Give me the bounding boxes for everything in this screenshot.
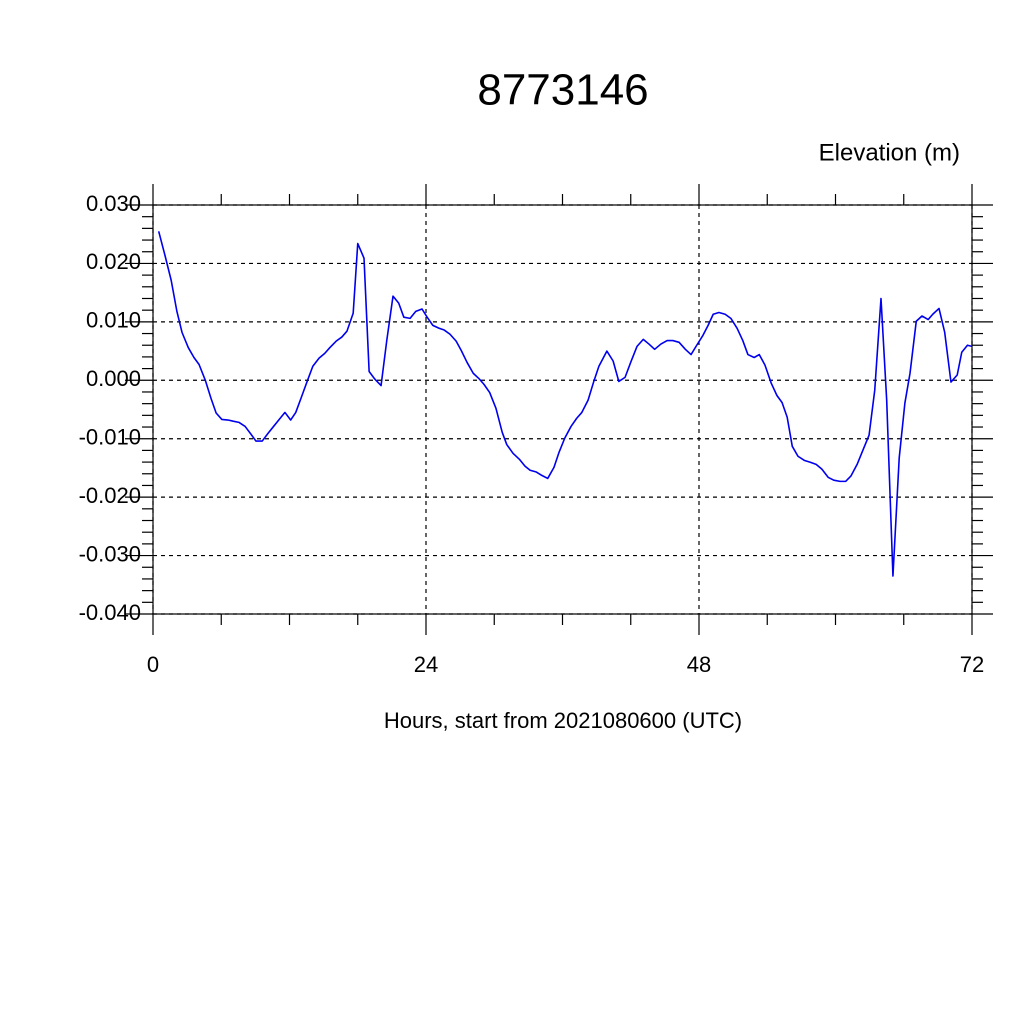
x-tick-label: 0 xyxy=(147,652,159,677)
y-tick-label: 0.010 xyxy=(86,308,141,333)
plot-frame xyxy=(152,204,973,615)
data-line xyxy=(157,231,973,577)
y-tick-label: 0.030 xyxy=(86,191,141,216)
x-tick-label: 72 xyxy=(960,652,984,677)
x-tick-label: 48 xyxy=(687,652,711,677)
y-tick-label: 0.000 xyxy=(86,366,141,391)
chart-title: 8773146 xyxy=(477,66,648,115)
x-axis-label: Hours, start from 2021080600 (UTC) xyxy=(384,708,742,733)
y-tick-label: -0.010 xyxy=(79,425,141,450)
y-tick-label: -0.030 xyxy=(79,541,141,566)
x-tick-label: 24 xyxy=(414,652,438,677)
y-tick-label: -0.040 xyxy=(79,600,141,625)
axis-unit: Elevation (m) xyxy=(819,139,960,166)
y-tick-label: 0.020 xyxy=(86,249,141,274)
y-tick-label: -0.020 xyxy=(79,483,141,508)
